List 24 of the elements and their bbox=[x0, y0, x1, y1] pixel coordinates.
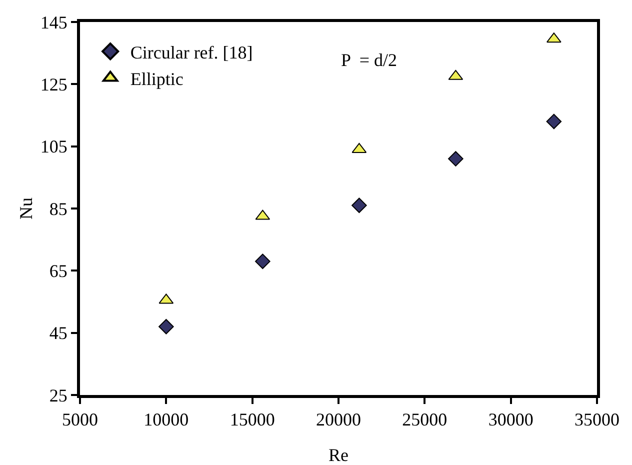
x-axis-title: Re bbox=[328, 445, 349, 465]
x-tick-label: 25000 bbox=[402, 410, 448, 430]
y-tick-label: 25 bbox=[49, 385, 68, 406]
point bbox=[352, 198, 367, 214]
y-tick-label: 125 bbox=[40, 74, 68, 94]
y-axis-title: Nu bbox=[16, 198, 36, 220]
legend-label: Circular ref. [18] bbox=[130, 42, 253, 62]
x-tick-label: 5000 bbox=[62, 410, 98, 430]
x-tick-label: 35000 bbox=[574, 410, 620, 430]
annotation: P = d/2 bbox=[341, 50, 397, 70]
y-tick-label: 65 bbox=[49, 260, 68, 281]
point bbox=[255, 254, 270, 269]
y-tick-label: 45 bbox=[49, 323, 68, 344]
x-tick-label: 30000 bbox=[488, 410, 534, 430]
x-tick-label: 20000 bbox=[316, 410, 361, 430]
y-tick-label: 105 bbox=[40, 136, 68, 157]
point bbox=[158, 318, 174, 334]
x-tick-label: 15000 bbox=[230, 410, 275, 430]
point bbox=[546, 114, 562, 130]
y-tick-label: 85 bbox=[49, 198, 68, 219]
point bbox=[448, 151, 464, 166]
y-tick-label: 145 bbox=[40, 12, 68, 32]
x-tick-label: 10000 bbox=[144, 410, 189, 430]
legend-label: Elliptic bbox=[130, 68, 184, 89]
